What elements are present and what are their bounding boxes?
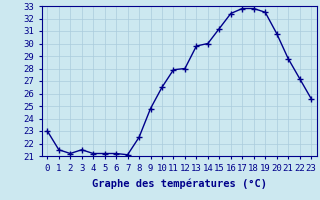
X-axis label: Graphe des températures (°C): Graphe des températures (°C): [92, 178, 267, 189]
